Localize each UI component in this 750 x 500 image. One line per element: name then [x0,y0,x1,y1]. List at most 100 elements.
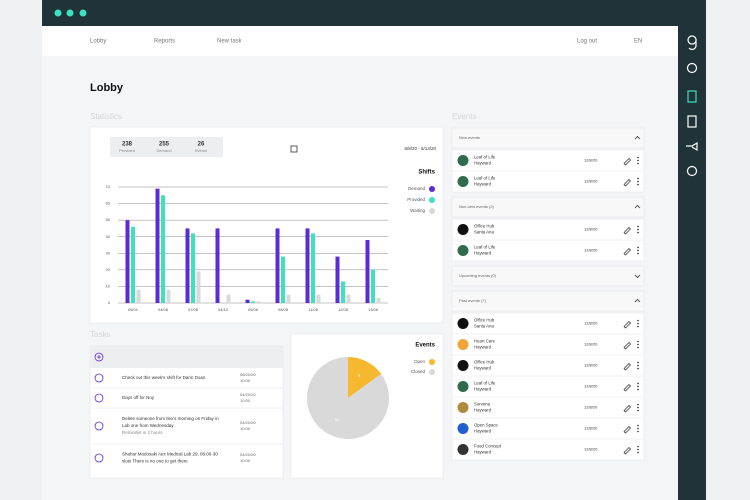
task-checkbox[interactable] [94,373,104,383]
calendar-icon[interactable] [290,145,298,153]
event-date: 12/8/20 [584,447,598,452]
event-icon [457,176,469,187]
edit-icon[interactable] [623,158,631,166]
more-icon[interactable] [637,228,639,231]
event-name: Food Concept [474,444,502,449]
announce-icon[interactable] [686,141,698,152]
edit-icon[interactable] [623,342,631,350]
y-tick-label: 20 [106,267,111,272]
more-icon[interactable] [637,180,639,183]
more-icon[interactable] [637,388,639,391]
edit-icon[interactable] [623,363,631,371]
edit-icon[interactable] [623,227,631,235]
tasks-header [90,346,283,368]
edit-icon[interactable] [623,405,631,413]
more-icon[interactable] [637,319,639,322]
more-icon[interactable] [637,252,639,255]
event-city: Hayward [474,251,492,256]
x-tick-label: 12/08 [338,307,349,312]
logout[interactable]: Log out [577,39,597,45]
more-icon[interactable] [637,448,639,451]
more-icon[interactable] [637,445,639,448]
more-icon[interactable] [637,451,639,454]
x-tick-label: 08/08 [278,307,289,312]
x-tick-label: 05/08 [248,307,259,312]
nav-link[interactable]: Reports [154,39,175,45]
more-icon[interactable] [637,382,639,385]
history-icon[interactable] [686,165,698,177]
task-checkbox[interactable] [94,393,104,403]
more-icon[interactable] [637,159,639,162]
bar [161,195,165,303]
more-icon[interactable] [637,430,639,433]
event-date: 12/8/20 [584,426,598,431]
more-icon[interactable] [637,177,639,180]
add-task[interactable] [94,352,104,362]
bar [155,188,160,303]
y-tick-label: 30 [106,250,111,255]
more-icon[interactable] [637,343,639,346]
legend-swatch [429,208,435,214]
edit-icon[interactable] [623,248,631,256]
nav-link[interactable]: New task [217,39,243,45]
nav-link[interactable]: Lobby [90,39,106,45]
edit-icon[interactable] [623,179,631,187]
chevron[interactable] [634,298,641,303]
bar [251,301,255,303]
more-icon[interactable] [637,322,639,325]
legend-swatch [429,186,435,192]
event-name: Leaf of Life [474,245,496,250]
profile-icon[interactable] [686,62,698,74]
legend-swatch [429,197,435,203]
section-header[interactable] [451,290,645,312]
more-icon[interactable] [637,367,639,370]
shifts-icon[interactable] [687,90,697,103]
event-icon [457,245,469,256]
more-icon[interactable] [637,231,639,234]
section-label: Statistics [90,112,122,121]
edit-icon[interactable] [623,447,631,455]
edit-icon[interactable] [623,426,631,434]
section-header[interactable] [451,127,645,149]
more-icon[interactable] [637,427,639,430]
bar [185,228,190,303]
event-city: Hayward [474,429,492,434]
bar [256,301,261,303]
section-header[interactable] [451,196,645,218]
chevron[interactable] [634,204,641,209]
chevron[interactable] [634,135,641,140]
more-icon[interactable] [637,225,639,228]
more-icon[interactable] [637,249,639,252]
language[interactable]: EN [634,39,642,45]
task-checkbox[interactable] [94,421,104,431]
event-name: Office Hub [474,318,495,323]
tasks-icon[interactable] [687,115,697,128]
more-icon[interactable] [637,361,639,364]
y-tick-label: 70 [106,184,111,189]
title-bar [42,0,706,26]
more-icon[interactable] [637,246,639,249]
chart-title: Shifts [418,170,435,176]
more-icon[interactable] [637,162,639,165]
more-icon[interactable] [637,406,639,409]
event-name: Sonoma [474,402,491,407]
more-icon[interactable] [637,409,639,412]
chevron[interactable] [634,274,641,279]
bar [245,299,250,303]
edit-icon[interactable] [623,321,631,329]
more-icon[interactable] [637,325,639,328]
bar [335,256,340,303]
more-icon[interactable] [637,385,639,388]
more-icon[interactable] [637,364,639,367]
task-checkbox[interactable] [94,453,104,463]
more-icon[interactable] [637,340,639,343]
more-icon[interactable] [637,424,639,427]
more-icon[interactable] [637,183,639,186]
edit-icon[interactable] [623,384,631,392]
more-icon[interactable] [637,403,639,406]
more-icon[interactable] [637,156,639,159]
legend-swatch [429,359,435,365]
section-header[interactable] [451,265,645,287]
more-icon[interactable] [637,346,639,349]
event-icon [457,224,469,235]
